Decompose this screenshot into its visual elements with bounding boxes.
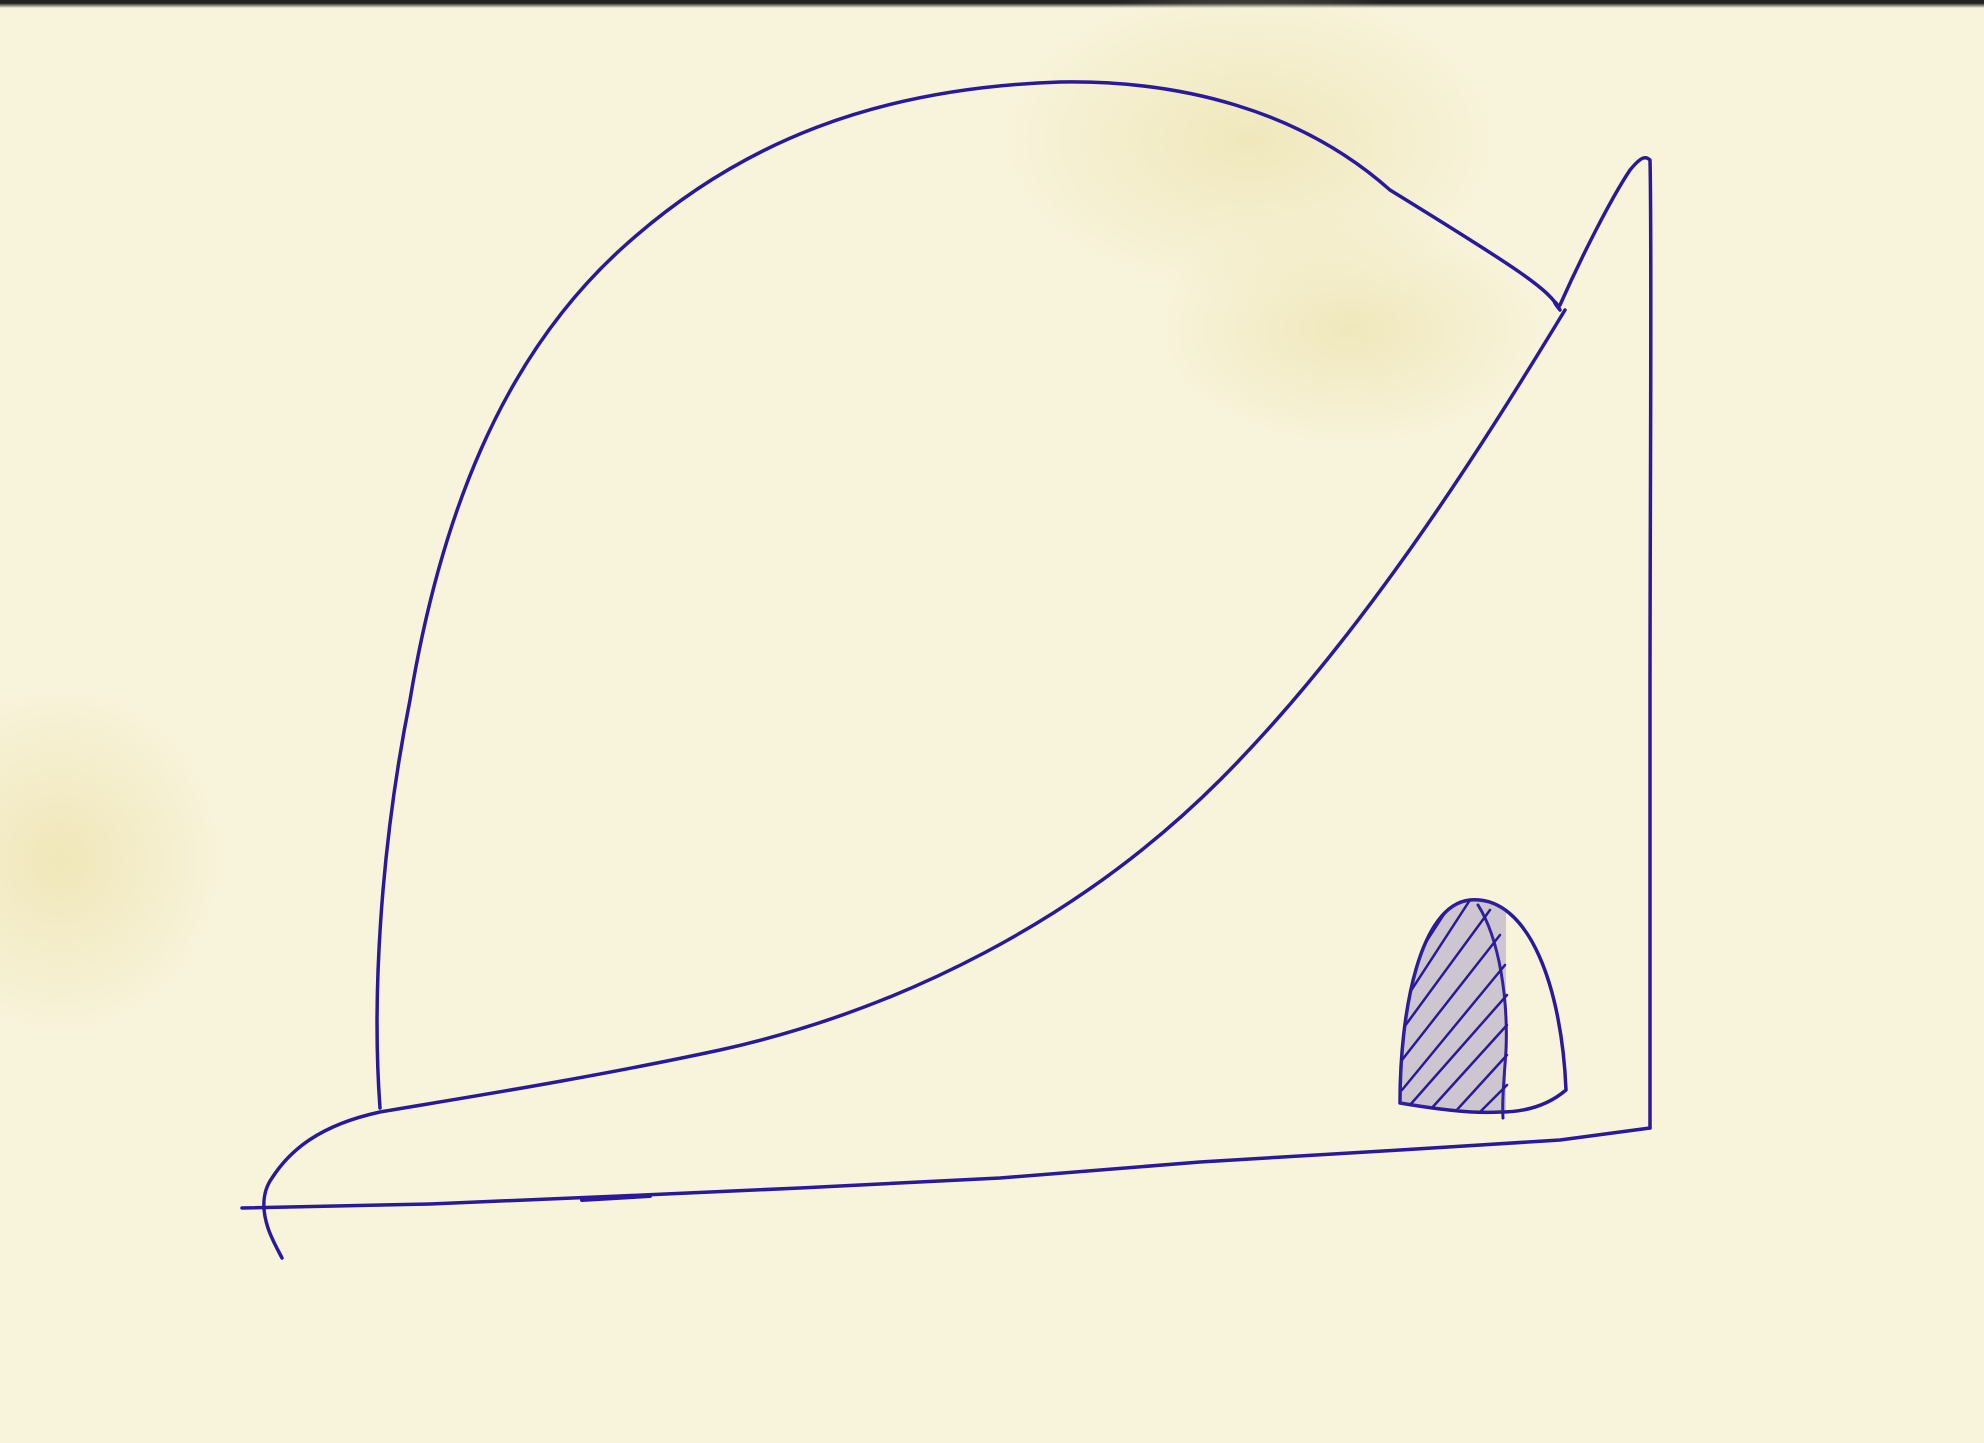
triangular-spire bbox=[1558, 156, 1653, 1130]
doorway-inner-edge bbox=[1476, 903, 1508, 1120]
sweeping-base-curve bbox=[262, 308, 1567, 1260]
paper-stain bbox=[1150, 210, 1550, 450]
ground-line-tick bbox=[580, 1194, 652, 1202]
dome-outline bbox=[375, 80, 1562, 1110]
hatched-shadow bbox=[1400, 899, 1509, 1112]
ground-line bbox=[240, 1126, 1652, 1210]
arched-doorway bbox=[1398, 898, 1568, 1115]
paper-top-edge-shadow bbox=[0, 0, 1984, 8]
paper-stain bbox=[0, 680, 230, 1040]
